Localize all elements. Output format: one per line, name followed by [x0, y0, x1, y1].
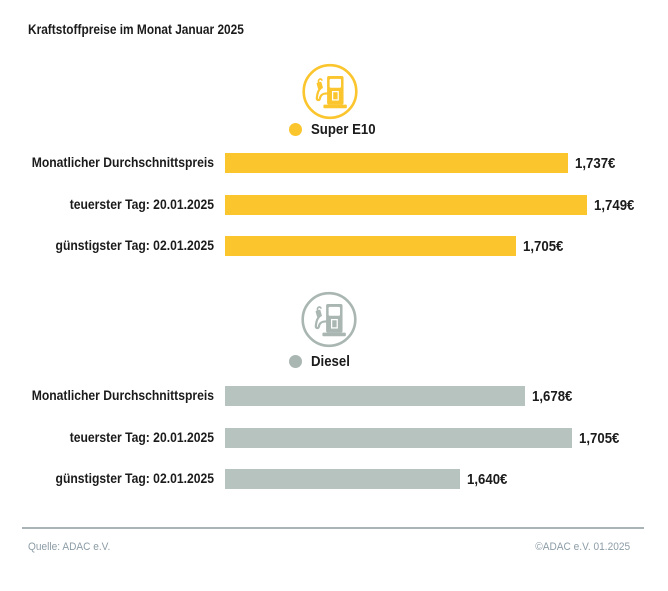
bar-label: günstigster Tag: 02.01.2025: [55, 471, 215, 486]
bar-row-diesel-max: teuerster Tag: 20.01.2025 1,705€: [0, 428, 668, 448]
bar-value: 1,737€: [575, 154, 616, 172]
bar-value: 1,678€: [532, 387, 573, 405]
legend-super-e10: Super E10: [289, 121, 384, 138]
bar-super-max: [225, 195, 587, 215]
bar-value: 1,705€: [579, 429, 620, 447]
bar-row-diesel-min: günstigster Tag: 02.01.2025 1,640€: [0, 469, 668, 489]
legend-diesel: Diesel: [289, 353, 355, 370]
fuel-pump-icon: [300, 291, 358, 349]
legend-dot-diesel-icon: [289, 355, 302, 368]
bar-row-super-average: Monatlicher Durchschnittspreis 1,737€: [0, 153, 668, 173]
bar-diesel-min: [225, 469, 460, 489]
legend-dot-super-icon: [289, 123, 302, 136]
bar-value: 1,749€: [594, 196, 635, 214]
bar-value: 1,705€: [523, 237, 564, 255]
bar-value: 1,640€: [467, 470, 508, 488]
fuel-pump-icon: [301, 63, 359, 121]
chart-title: Kraftstoffpreise im Monat Januar 2025: [28, 22, 244, 37]
bar-row-diesel-average: Monatlicher Durchschnittspreis 1,678€: [0, 386, 668, 406]
bar-label: teuerster Tag: 20.01.2025: [69, 430, 214, 445]
bar-row-super-min: günstigster Tag: 02.01.2025 1,705€: [0, 236, 668, 256]
copyright-note: ©ADAC e.V. 01.2025: [535, 541, 630, 553]
bar-super-min: [225, 236, 516, 256]
bar-row-super-max: teuerster Tag: 20.01.2025 1,749€: [0, 195, 668, 215]
bar-super-average: [225, 153, 568, 173]
legend-label-diesel: Diesel: [311, 353, 350, 370]
bar-label: günstigster Tag: 02.01.2025: [55, 238, 215, 253]
footer-divider: [22, 527, 644, 529]
source-note: Quelle: ADAC e.V.: [28, 541, 111, 553]
bar-diesel-average: [225, 386, 525, 406]
bar-label: Monatlicher Durchschnittspreis: [31, 155, 214, 170]
bar-diesel-max: [225, 428, 572, 448]
bar-label: teuerster Tag: 20.01.2025: [69, 197, 214, 212]
bar-label: Monatlicher Durchschnittspreis: [31, 388, 214, 403]
legend-label-super: Super E10: [311, 121, 376, 138]
